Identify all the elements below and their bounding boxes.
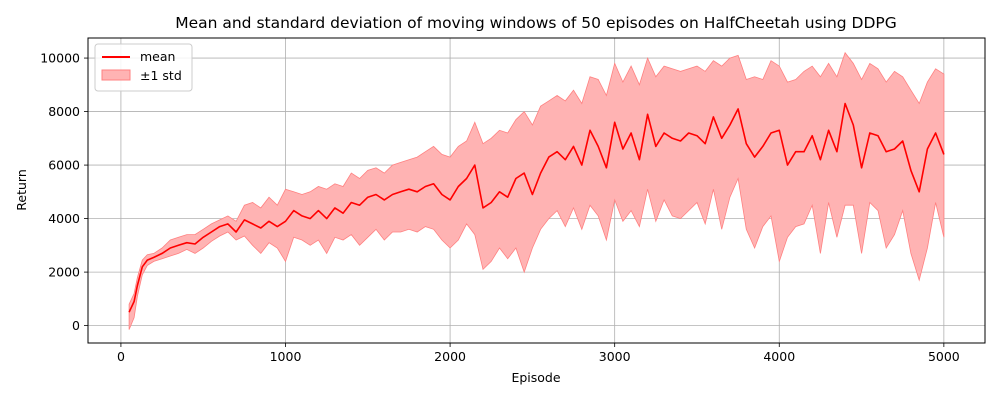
x-tick-label: 5000 xyxy=(928,349,960,364)
legend-mean-label: mean xyxy=(140,49,175,64)
legend-std-label: ±1 std xyxy=(140,68,182,83)
y-tick-label: 8000 xyxy=(48,104,80,119)
std-band xyxy=(128,51,945,330)
y-tick-label: 4000 xyxy=(48,211,80,226)
plot-frame xyxy=(87,37,986,344)
mean-line xyxy=(128,102,945,313)
x-tick-label: 3000 xyxy=(599,349,631,364)
x-tick-label: 0 xyxy=(117,349,125,364)
x-tick-label: 1000 xyxy=(270,349,302,364)
legend: mean ±1 std xyxy=(94,43,193,92)
y-axis-label: Return xyxy=(14,169,29,210)
legend-std-swatch xyxy=(101,69,131,81)
mean-line-layer xyxy=(128,102,945,313)
x-tick-label: 2000 xyxy=(434,349,466,364)
y-tick-label: 0 xyxy=(72,318,80,333)
axis-ticks: 0 1000 2000 3000 4000 5000 0 2000 4000 6000 8000 10… xyxy=(40,51,960,364)
std-band-layer xyxy=(128,51,945,330)
y-tick-label: 6000 xyxy=(48,158,80,173)
y-tick-label: 10000 xyxy=(40,51,80,66)
x-tick-label: 4000 xyxy=(763,349,795,364)
y-tick-label: 2000 xyxy=(48,265,80,280)
x-axis-label: Episode xyxy=(511,370,560,385)
chart-title: Mean and standard deviation of moving wi… xyxy=(175,14,897,32)
